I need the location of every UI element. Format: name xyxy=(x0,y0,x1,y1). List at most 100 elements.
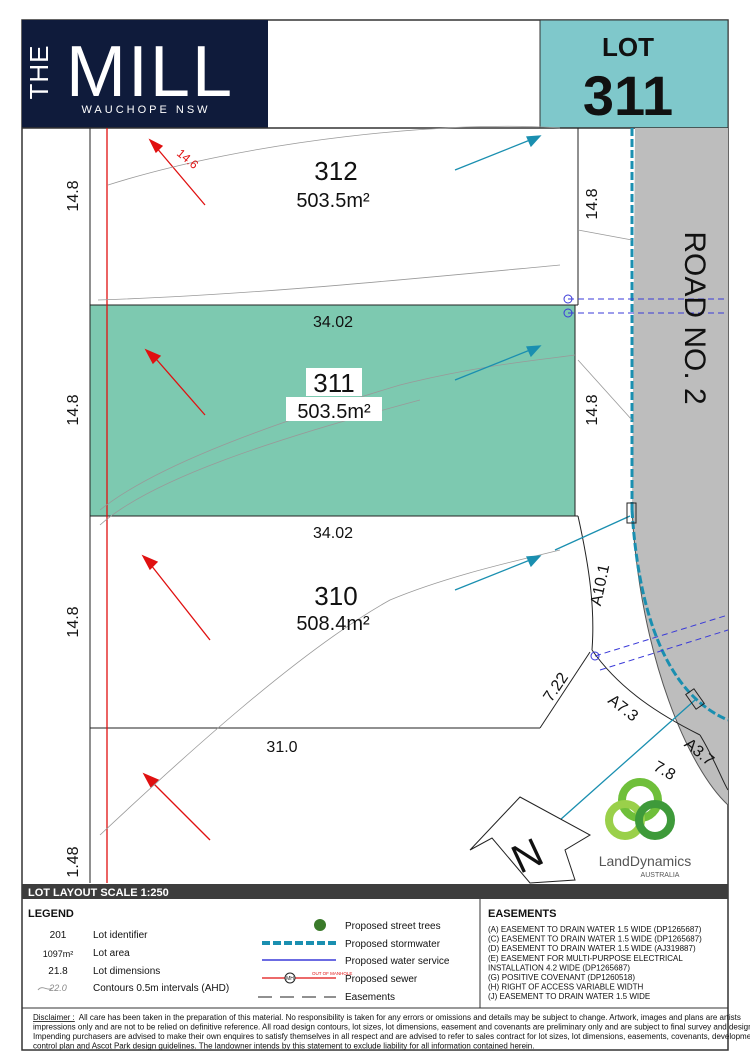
header: THE MILL WAUCHOPE NSW LOT 311 xyxy=(22,19,729,129)
legend-label: Lot dimensions xyxy=(93,966,160,977)
legend-sample: 1097m² xyxy=(43,949,74,959)
lot-id: 312 xyxy=(314,156,357,186)
easement-item: INSTALLATION 4.2 WIDE (DP1265687) xyxy=(488,963,630,972)
site-plan-shape-shape xyxy=(526,555,542,568)
dimension: 14.8 xyxy=(584,188,601,219)
site-plan-shape-shape xyxy=(454,137,536,171)
site-plan-shape-shape xyxy=(454,557,536,591)
legend-shape xyxy=(284,972,296,984)
site-plan-shape xyxy=(685,688,705,710)
site-plan-shape-shape xyxy=(599,629,729,671)
site-plan-shape xyxy=(469,796,592,884)
site-plan-shape-shape xyxy=(554,515,631,551)
legend-symbol-label: Easements xyxy=(345,992,395,1003)
legend: LEGEND 201 Lot identifier 1097m² Lot are… xyxy=(28,908,450,1003)
site-plan-shape xyxy=(630,509,729,722)
dimension: 34.02 xyxy=(313,525,353,542)
legend-sample: 201 xyxy=(50,930,67,941)
dimension: 14.8 xyxy=(65,606,82,637)
site-plan-shape-shape xyxy=(539,651,591,729)
legend-label: Lot area xyxy=(93,948,130,959)
dimension: 1.48 xyxy=(65,846,82,877)
easement-item: (J) EASEMENT TO DRAIN WATER 1.5 WIDE xyxy=(488,992,650,1001)
site-plan-shape-shape xyxy=(526,135,542,148)
logo-top: THE xyxy=(24,45,54,100)
header-shape xyxy=(539,19,729,129)
site-plan-shape-shape xyxy=(594,614,729,657)
site-plan-shape-shape xyxy=(107,125,561,186)
disclaimer-label: Disclaimer : xyxy=(33,1013,75,1022)
dimension: 34.02 xyxy=(313,314,353,331)
easement-item: (A) EASEMENT TO DRAIN WATER 1.5 WIDE (DP… xyxy=(488,925,702,934)
site-plan-shape xyxy=(89,128,729,883)
dimension: 14.8 xyxy=(65,180,82,211)
site-plan-shape xyxy=(306,368,362,396)
site-plan-shape-shape xyxy=(454,347,536,381)
site-plan-shape-shape xyxy=(99,549,561,836)
disclaimer: Disclaimer : All care has been taken in … xyxy=(33,1013,750,1051)
legend-shape xyxy=(314,919,326,931)
logo-sub: WAUCHOPE NSW xyxy=(81,104,210,116)
scale-label: LOT LAYOUT SCALE 1:250 xyxy=(28,887,169,899)
site-plan-shape-shape xyxy=(559,699,696,821)
site-plan-shape-shape xyxy=(144,348,162,365)
legend-label: Lot identifier xyxy=(93,930,148,941)
legend-sample: 21.8 xyxy=(48,966,68,977)
site-plan-shape xyxy=(286,397,382,421)
site-plan-shape-shape xyxy=(526,345,542,358)
site-plan-shape-shape xyxy=(147,777,211,841)
sewer-icon: MH xyxy=(286,976,294,982)
site-plan-shape-shape xyxy=(590,651,600,661)
page-frame xyxy=(21,19,729,1051)
site-plan-shape-shape xyxy=(99,354,576,511)
site-plan-shape xyxy=(605,778,675,840)
scale-bar xyxy=(22,884,728,899)
site-plan-shape-shape xyxy=(591,649,701,736)
easement-item: (G) POSITIVE COVENANT (DP1260518) xyxy=(488,973,635,982)
lot-area: 503.5m² xyxy=(297,401,371,423)
site-plan-shape-shape xyxy=(635,800,675,840)
site-plan-shape-shape xyxy=(577,515,594,651)
lot-id: 310 xyxy=(314,581,357,611)
legend-symbol-label: Proposed stormwater xyxy=(345,939,441,950)
site-plan-shape-shape xyxy=(142,772,160,789)
company-sub: AUSTRALIA xyxy=(641,872,680,879)
easements: EASEMENTS (A) EASEMENT TO DRAIN WATER 1.… xyxy=(479,899,702,1008)
disclaimer-line: control plan and Ascot Park design guide… xyxy=(33,1042,534,1051)
disclaimer-line: Impending purchasers are advised to make… xyxy=(33,1032,750,1041)
legend-title: LEGEND xyxy=(28,908,74,920)
lot-number: 311 xyxy=(583,64,673,127)
dimension: 31.0 xyxy=(266,739,297,756)
legend-label: Contours 0.5m intervals (AHD) xyxy=(93,983,229,994)
easement-list: (A) EASEMENT TO DRAIN WATER 1.5 WIDE (DP… xyxy=(488,925,702,1001)
logo-main: MILL xyxy=(66,32,234,112)
legend-symbol-label: Proposed water service xyxy=(345,956,450,967)
site-plan-shape-shape xyxy=(146,559,211,641)
easement-item: (D) EASEMENT TO DRAIN WATER 1.5 WIDE (AJ… xyxy=(488,944,696,953)
site-plan-shape-shape xyxy=(97,264,561,301)
disclaimer-line: impressions only and are not to be relie… xyxy=(33,1023,750,1032)
site-plan-shape xyxy=(563,294,729,671)
site-plan-shape-shape xyxy=(149,139,206,206)
site-plan-shape-shape xyxy=(148,138,164,154)
lot-id: 311 xyxy=(313,368,354,398)
easement-item: (H) RIGHT OF ACCESS VARIABLE WIDTH xyxy=(488,983,644,992)
header-shape xyxy=(22,20,268,128)
dimension: 14.8 xyxy=(65,394,82,425)
site-plan-shape-shape xyxy=(577,359,633,421)
lot-label: LOT xyxy=(602,32,654,62)
easements-title: EASEMENTS xyxy=(488,908,556,920)
lot-area: 503.5m² xyxy=(296,190,370,212)
lot-area: 508.4m² xyxy=(296,613,370,635)
sewer-note: OUT OF MANHOLE xyxy=(312,971,352,976)
legend-shape xyxy=(37,987,53,991)
site-plan-shape xyxy=(106,128,211,883)
site-plan-shape-shape xyxy=(149,351,206,416)
dimension: 14.8 xyxy=(584,394,601,425)
site-plan-shape-shape xyxy=(563,308,573,318)
company-name: LandDynamics xyxy=(599,853,692,869)
easement-item: (E) EASEMENT FOR MULTI-PURPOSE ELECTRICA… xyxy=(488,954,683,963)
easement-item: (C) EASEMENT TO DRAIN WATER 1.5 WIDE (DP… xyxy=(488,935,702,944)
road-name: ROAD NO. 2 xyxy=(678,231,711,404)
disclaimer-line: All care has been taken in the preparati… xyxy=(79,1013,741,1022)
